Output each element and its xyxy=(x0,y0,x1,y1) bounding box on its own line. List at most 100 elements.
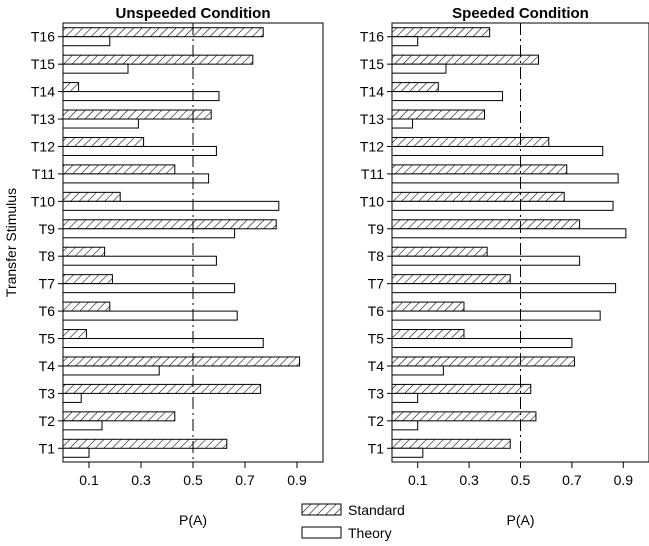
bar-standard xyxy=(62,191,121,202)
category-label: T1 xyxy=(39,440,56,456)
bar-standard xyxy=(62,109,212,120)
bar-standard xyxy=(391,438,511,449)
bar-standard xyxy=(391,191,565,202)
bar-theory xyxy=(62,447,90,458)
bar-theory xyxy=(62,36,111,47)
category-label: T2 xyxy=(39,413,56,429)
bar-theory xyxy=(62,173,210,184)
bar-theory xyxy=(62,91,220,102)
x-tick-label: 0.1 xyxy=(408,472,428,488)
bar-standard xyxy=(391,274,511,285)
category-label: T1 xyxy=(368,440,385,456)
bar-standard xyxy=(62,164,176,175)
x-tick-label: 0.3 xyxy=(131,472,151,488)
bar-theory xyxy=(62,118,139,129)
panel-unspeeded: Unspeeded Condition Transfer Stimulus P(… xyxy=(3,5,324,528)
bar-theory xyxy=(391,365,444,376)
category-label: T15 xyxy=(31,56,55,72)
x-tick-label: 0.3 xyxy=(459,472,479,488)
category-label: T12 xyxy=(360,138,384,154)
category-label: T4 xyxy=(39,358,56,374)
bar-standard xyxy=(62,274,113,285)
legend-label-standard: Standard xyxy=(348,502,405,518)
category-label: T13 xyxy=(31,111,55,127)
bar-standard xyxy=(391,246,488,257)
category-label: T11 xyxy=(361,166,384,182)
legend-swatch-theory xyxy=(301,526,342,539)
category-label: T15 xyxy=(360,56,384,72)
bar-theory xyxy=(391,145,604,156)
category-label: T5 xyxy=(368,331,385,347)
category-label: T3 xyxy=(368,385,385,401)
bar-standard xyxy=(62,54,254,65)
bar-theory xyxy=(391,63,447,74)
bar-standard xyxy=(62,329,87,340)
bar-theory xyxy=(391,91,504,102)
bar-theory xyxy=(391,118,414,129)
bar-theory xyxy=(391,310,601,321)
bar-theory xyxy=(391,283,617,294)
category-label: T3 xyxy=(39,385,56,401)
category-label: T9 xyxy=(368,221,385,237)
bar-theory xyxy=(391,228,627,239)
bar-standard xyxy=(391,356,575,367)
panel-title: Speeded Condition xyxy=(452,5,589,22)
bar-theory xyxy=(62,63,129,74)
bar-standard xyxy=(391,109,486,120)
legend: Standard Theory xyxy=(301,502,405,541)
y-axis-label: Transfer Stimulus xyxy=(3,188,19,297)
bar-standard xyxy=(391,27,491,38)
x-axis-label: P(A) xyxy=(179,512,207,528)
bar-theory xyxy=(391,447,424,458)
bar-standard xyxy=(62,383,262,394)
legend-label-theory: Theory xyxy=(348,525,392,541)
bar-standard xyxy=(62,136,145,147)
category-label: T6 xyxy=(39,303,56,319)
category-label: T14 xyxy=(31,84,55,100)
bar-theory xyxy=(62,283,236,294)
category-label: T11 xyxy=(32,166,55,182)
category-label: T10 xyxy=(360,193,384,209)
bar-standard xyxy=(62,301,111,312)
category-label: T7 xyxy=(39,276,56,292)
category-label: T2 xyxy=(368,413,385,429)
bar-standard xyxy=(62,82,80,93)
x-tick-label: 0.5 xyxy=(183,472,203,488)
x-axis-label: P(A) xyxy=(507,512,535,528)
category-label: T7 xyxy=(368,276,385,292)
bar-theory xyxy=(62,228,236,239)
bar-standard xyxy=(391,82,439,93)
bar-standard xyxy=(391,411,537,422)
category-label: T12 xyxy=(31,138,55,154)
bar-theory xyxy=(62,145,217,156)
bar-standard xyxy=(391,136,550,147)
bar-standard xyxy=(391,329,465,340)
bar-theory xyxy=(62,310,238,321)
category-label: T8 xyxy=(39,248,56,264)
bar-theory xyxy=(391,420,419,431)
bar-standard xyxy=(62,356,301,367)
bar-standard xyxy=(62,27,264,38)
bar-standard xyxy=(62,411,176,422)
plot-frame xyxy=(62,22,324,463)
bar-standard xyxy=(391,164,568,175)
bar-theory xyxy=(391,200,614,211)
category-label: T16 xyxy=(360,29,384,45)
category-label: T4 xyxy=(368,358,385,374)
category-label: T5 xyxy=(39,331,56,347)
bar-theory xyxy=(391,36,419,47)
x-tick-label: 0.7 xyxy=(562,472,582,488)
bar-standard xyxy=(391,219,581,230)
bar-standard xyxy=(391,301,465,312)
x-tick-label: 0.1 xyxy=(79,472,99,488)
bar-theory xyxy=(62,365,160,376)
category-label: T10 xyxy=(31,193,55,209)
x-tick-label: 0.7 xyxy=(235,472,255,488)
bar-standard xyxy=(62,219,277,230)
bar-theory xyxy=(391,392,419,403)
x-tick-label: 0.9 xyxy=(614,472,634,488)
bar-standard xyxy=(62,246,106,257)
category-label: T6 xyxy=(368,303,385,319)
bar-standard xyxy=(391,383,532,394)
bar-theory xyxy=(62,392,82,403)
